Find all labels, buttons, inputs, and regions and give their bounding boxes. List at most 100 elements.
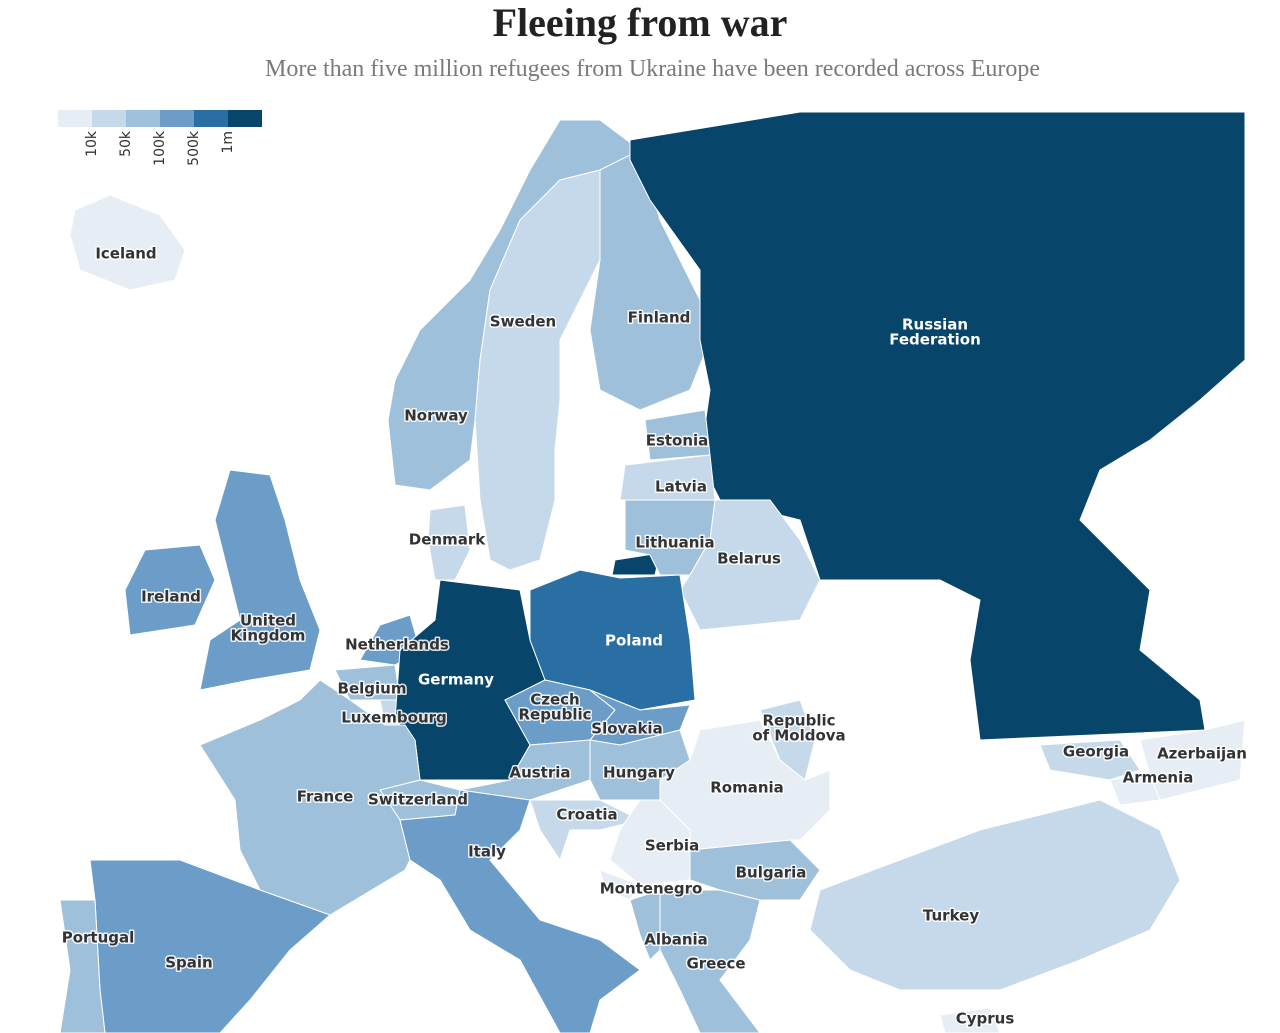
country	[399, 789, 641, 1033]
country	[1139, 719, 1246, 801]
country	[427, 504, 471, 581]
country-label: Iceland	[95, 245, 156, 263]
country	[611, 111, 1246, 741]
country-label: Cyprus	[956, 1010, 1015, 1028]
country-label: Armenia	[1123, 769, 1194, 787]
country	[939, 1007, 1001, 1033]
country-label: Serbia	[645, 837, 699, 855]
legend-swatch	[228, 110, 262, 127]
country	[1039, 739, 1141, 781]
country	[59, 899, 106, 1033]
country	[199, 679, 421, 916]
country-label: Austria	[509, 764, 570, 782]
country-shape	[427, 504, 471, 581]
country	[689, 839, 821, 901]
countries	[59, 111, 1246, 1033]
country-label: Switzerland	[368, 791, 468, 809]
country-shape	[124, 544, 216, 636]
country-label: Czech	[530, 691, 579, 709]
country	[474, 169, 601, 571]
country-shape	[59, 899, 106, 1033]
title: Fleeing from war	[492, 0, 788, 45]
country-label: Federation	[889, 331, 981, 349]
country-label: Russian	[902, 316, 968, 334]
country-label: Croatia	[556, 806, 617, 824]
country-label: Lithuania	[635, 534, 714, 552]
country-shape	[689, 839, 821, 901]
country-label: Italy	[468, 843, 506, 861]
country-label: of Moldova	[752, 727, 845, 745]
country-label: Slovakia	[591, 720, 662, 738]
country-shape	[529, 799, 642, 862]
country-label: Montenegro	[600, 880, 703, 898]
country-label: Poland	[605, 632, 663, 650]
country-label: Norway	[404, 407, 468, 425]
legend: 10k 50k 100k 500k 1m	[58, 110, 262, 166]
country-label: Hungary	[603, 764, 675, 782]
legend-tick-label: 500k	[186, 130, 202, 166]
country-label: Kingdom	[231, 627, 306, 645]
legend-swatch	[92, 110, 126, 127]
country-shape	[809, 799, 1181, 991]
country	[199, 469, 321, 691]
country	[679, 499, 821, 631]
country-shape	[629, 111, 1246, 741]
country-label: Estonia	[646, 432, 709, 450]
legend-tick-label: 10k	[84, 130, 100, 157]
country-label: Denmark	[409, 531, 486, 549]
country-shape	[399, 789, 641, 1033]
country-label: Sweden	[490, 313, 556, 331]
country-label: Germany	[418, 671, 494, 689]
country-label: Azerbaijan	[1157, 745, 1247, 763]
country-label: Belgium	[338, 680, 407, 698]
legend-tick-label: 1m	[220, 131, 236, 154]
country-shape	[474, 169, 601, 571]
country-shape	[199, 679, 421, 916]
legend-swatch	[126, 110, 160, 127]
country-label: Georgia	[1063, 743, 1129, 761]
country-label: Republic	[518, 706, 591, 724]
country-shape	[69, 194, 186, 291]
country-shape	[659, 719, 831, 851]
country-label: Finland	[628, 309, 691, 327]
country-label: Spain	[165, 954, 212, 972]
country-label: Albania	[644, 931, 708, 949]
country-shape	[1039, 739, 1141, 781]
country-label: Portugal	[62, 929, 135, 947]
country-label: Luxembourg	[341, 709, 447, 727]
country	[529, 799, 642, 862]
country-shape	[529, 569, 696, 711]
country-shape	[1139, 719, 1246, 801]
country-label: Netherlands	[345, 636, 449, 654]
country-label: Bulgaria	[736, 864, 807, 882]
country-label: Republic	[762, 712, 835, 730]
country-shape	[679, 499, 821, 631]
country	[759, 699, 816, 781]
country-shape	[939, 1007, 1001, 1033]
legend-tick-label: 50k	[118, 130, 134, 157]
country-label: Turkey	[923, 907, 979, 925]
country	[529, 569, 696, 711]
country-label: Romania	[710, 779, 784, 797]
country-shape	[611, 552, 661, 576]
country	[124, 544, 216, 636]
country	[69, 194, 186, 291]
country-shape	[199, 469, 321, 691]
legend-tick-label: 100k	[152, 130, 168, 166]
legend-swatch	[58, 110, 92, 127]
country-label: Belarus	[717, 550, 781, 568]
subtitle: More than five million refugees from Ukr…	[264, 56, 1041, 82]
legend-swatch	[160, 110, 194, 127]
country-labels: Iceland Norway Sweden Finland RussianFederat…	[60, 243, 1248, 1029]
country-label: Greece	[686, 955, 745, 973]
country-label: Latvia	[655, 478, 707, 496]
country-label: United	[240, 612, 296, 630]
country-label: Ireland	[141, 588, 201, 606]
country	[809, 799, 1181, 991]
country-label: France	[297, 788, 354, 806]
legend-swatch	[194, 110, 228, 127]
country-shape	[759, 699, 816, 781]
country	[659, 719, 831, 851]
